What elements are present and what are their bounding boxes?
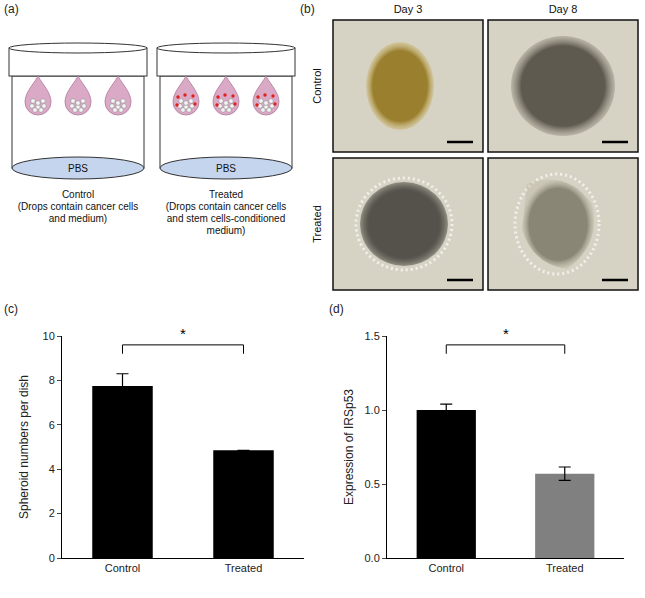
svg-text:Spheroid numbers per dish: Spheroid numbers per dish [17,375,31,519]
svg-text:PBS: PBS [216,163,236,174]
svg-text:10: 10 [43,330,55,342]
svg-text:Control: Control [429,562,464,574]
svg-text:8: 8 [49,374,55,386]
svg-text:Day 3: Day 3 [394,3,423,15]
svg-text:4: 4 [49,463,55,475]
svg-text:Day 8: Day 8 [549,3,578,15]
svg-text:6: 6 [49,419,55,431]
svg-text:Treated: Treated [546,562,584,574]
html-text:(a): (a) [4,2,19,16]
svg-text:Treated(Drops contain cancer c: Treated(Drops contain cancer cellsand st… [166,189,287,236]
html-text:(b): (b) [300,2,315,16]
svg-text:Expression of IRSp53: Expression of IRSp53 [342,389,356,505]
svg-text:0.0: 0.0 [365,552,380,564]
svg-text:Treated: Treated [225,562,263,574]
svg-text:Control: Control [311,68,323,103]
svg-text:0: 0 [49,552,55,564]
svg-text:2: 2 [49,507,55,519]
svg-text:Control: Control [105,562,140,574]
svg-text:1.0: 1.0 [365,404,380,416]
svg-text:*: * [503,325,509,342]
html-text:(d): (d) [329,302,344,316]
svg-text:0.5: 0.5 [365,478,380,490]
svg-text:1.5: 1.5 [365,330,380,342]
html-text:(c): (c) [4,302,18,316]
svg-text:*: * [180,325,186,342]
svg-text:Control(Drops contain cancer c: Control(Drops contain cancer cellsand me… [18,189,139,224]
svg-text:PBS: PBS [68,163,88,174]
svg-text:Treated: Treated [311,205,323,243]
